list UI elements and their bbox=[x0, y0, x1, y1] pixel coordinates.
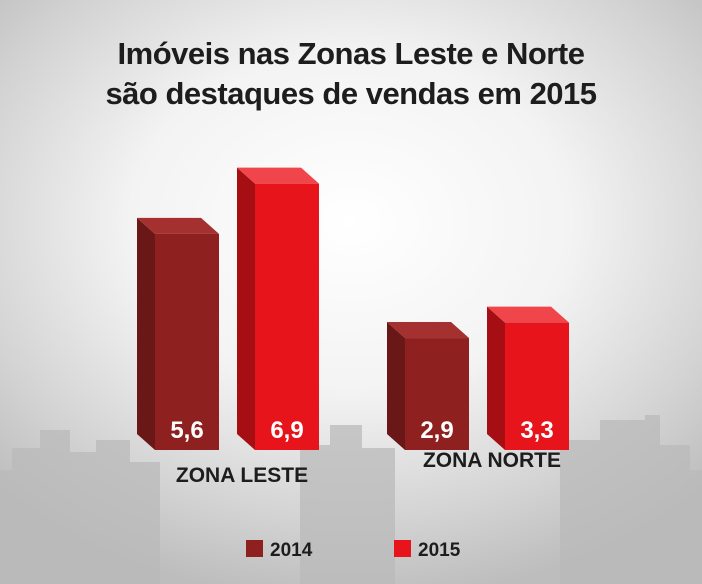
city-skyline-background bbox=[0, 415, 702, 584]
bar-front-face bbox=[255, 183, 319, 450]
bars-group bbox=[137, 167, 569, 450]
bar-front-face bbox=[405, 338, 469, 450]
bar-top-face bbox=[387, 322, 469, 339]
bar-side-face bbox=[237, 167, 255, 450]
category-label: ZONA NORTE bbox=[423, 449, 561, 472]
bar-top-face bbox=[137, 217, 219, 234]
bar-value-label: 6,9 bbox=[270, 417, 303, 444]
bar-top-face bbox=[487, 306, 569, 323]
bar-front-face bbox=[155, 233, 219, 450]
bar-value-label: 5,6 bbox=[170, 417, 203, 444]
bar-front-face bbox=[505, 322, 569, 450]
chart-title-line-1: Imóveis nas Zonas Leste e Norte bbox=[117, 36, 585, 71]
legend-label: 2014 bbox=[270, 540, 313, 561]
value-labels-group: 5,6 6,9 2,9 3,3 bbox=[170, 417, 553, 444]
legend-label: 2015 bbox=[418, 540, 461, 561]
category-label: ZONA LESTE bbox=[176, 464, 308, 487]
legend-item: 2015 bbox=[394, 540, 461, 561]
bar bbox=[137, 217, 219, 450]
bar bbox=[387, 322, 469, 450]
bar-value-label: 3,3 bbox=[520, 417, 553, 444]
bar-top-face bbox=[237, 167, 319, 184]
legend: 2014 2015 bbox=[246, 540, 461, 561]
category-labels-group: ZONA LESTE ZONA NORTE bbox=[176, 449, 561, 487]
bar-side-face bbox=[387, 322, 405, 450]
legend-swatch bbox=[394, 540, 411, 557]
bar-value-label: 2,9 bbox=[420, 417, 453, 444]
chart-title-line-2: são destaques de vendas em 2015 bbox=[105, 76, 597, 111]
bar-side-face bbox=[137, 217, 155, 450]
legend-swatch bbox=[246, 540, 263, 557]
bar-side-face bbox=[487, 306, 505, 450]
bar bbox=[237, 167, 319, 450]
legend-item: 2014 bbox=[246, 540, 313, 561]
bar bbox=[487, 306, 569, 450]
